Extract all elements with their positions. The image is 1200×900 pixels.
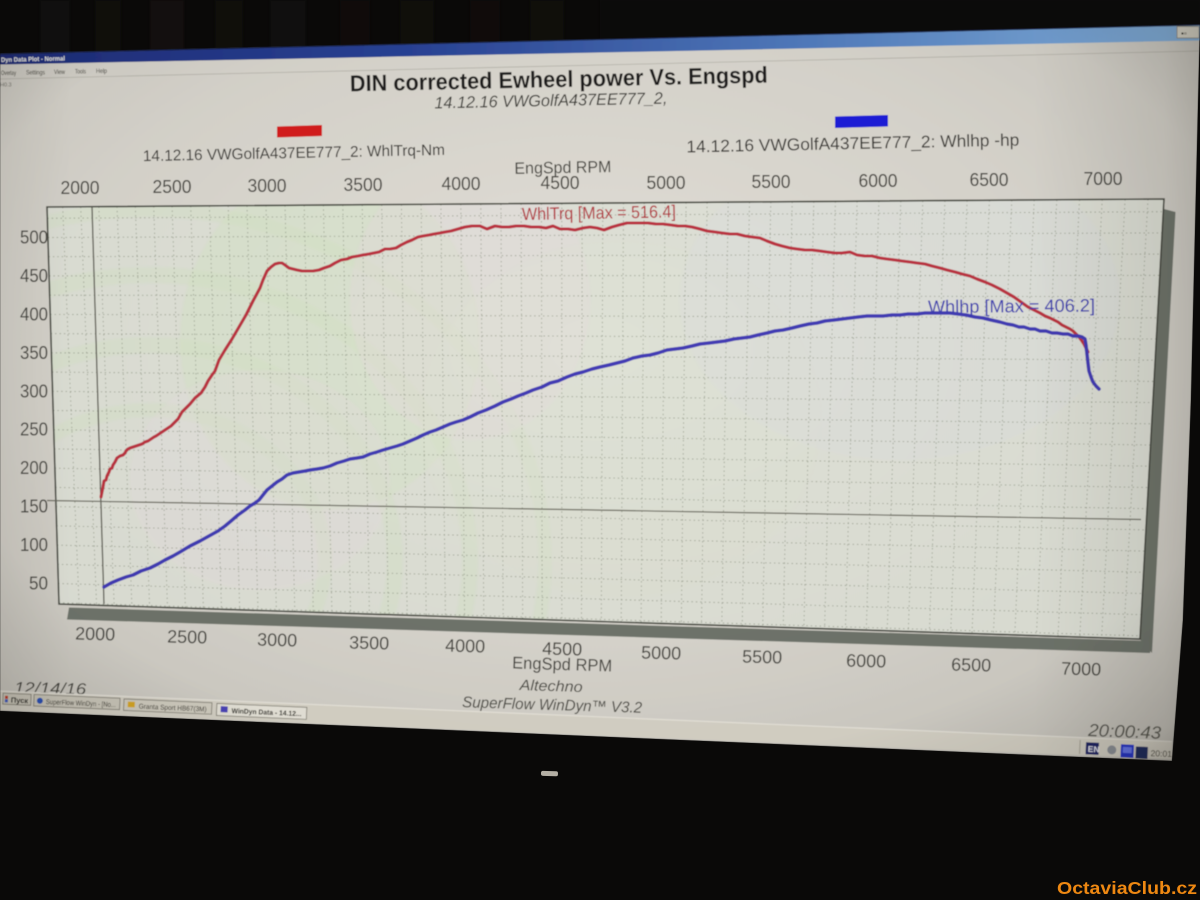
svg-text:OctaviaClub.cz: OctaviaClub.cz	[1057, 878, 1197, 898]
